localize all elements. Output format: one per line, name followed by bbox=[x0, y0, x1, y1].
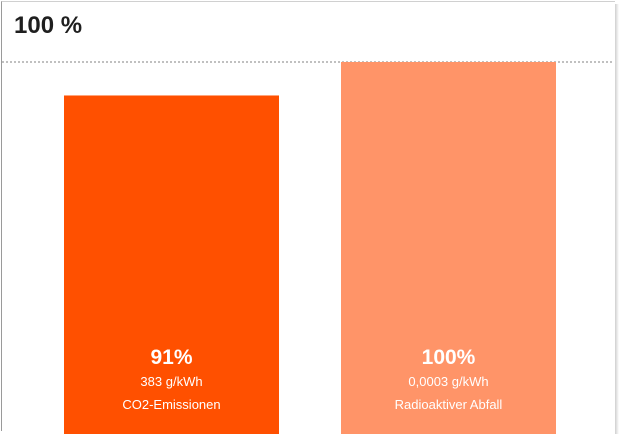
bar-value-label: 91% bbox=[150, 346, 192, 369]
bar-2 bbox=[341, 62, 556, 434]
bar-1 bbox=[64, 95, 279, 434]
chart-title: 100 % bbox=[14, 12, 83, 39]
bar-category-label: Radioaktiver Abfall bbox=[395, 397, 503, 412]
bar-unit-label: 383 g/kWh bbox=[140, 374, 202, 389]
bar-category-label: CO2-Emissionen bbox=[122, 397, 220, 412]
bar-unit-label: 0,0003 g/kWh bbox=[408, 374, 488, 389]
bar-value-label: 100% bbox=[422, 346, 476, 369]
frame-shadow bbox=[615, 4, 619, 434]
